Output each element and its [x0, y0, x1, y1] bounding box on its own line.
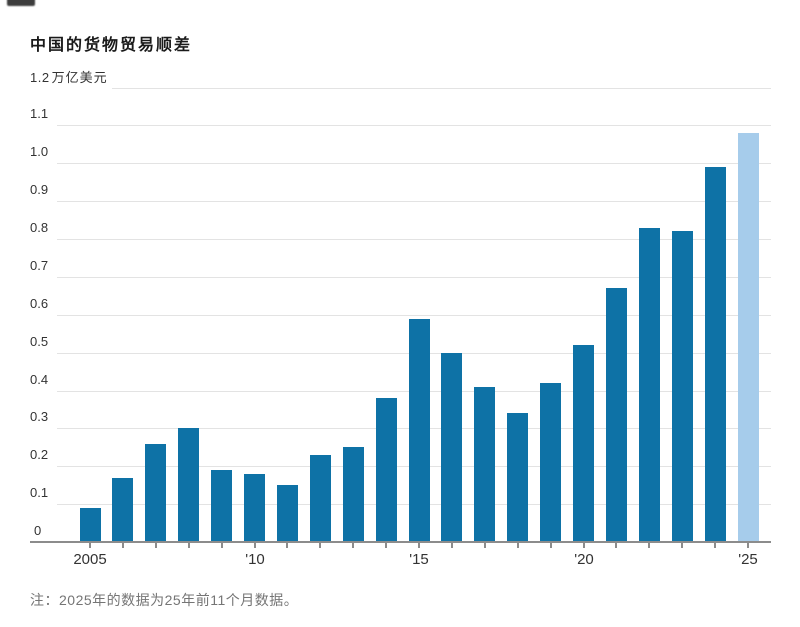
x-tick-label-2020: '20 — [574, 551, 594, 568]
x-axis-tick-2016 — [451, 543, 453, 548]
x-axis-tick-2018 — [517, 543, 519, 548]
x-axis-tick-2024 — [714, 543, 716, 548]
bar-2010[interactable] — [244, 474, 265, 542]
bar-2011[interactable] — [277, 485, 298, 542]
bar-2008[interactable] — [178, 428, 199, 542]
gridline-1.2 — [112, 88, 771, 89]
gridline-0.8 — [57, 239, 771, 240]
gridline-0.6 — [57, 315, 771, 316]
y-tick-label-1.0: 1.0 — [30, 144, 49, 159]
y-tick-label-0: 0 — [34, 523, 42, 538]
bar-2013[interactable] — [343, 447, 364, 542]
bar-2023[interactable] — [672, 231, 693, 542]
x-axis-tick-2005 — [89, 543, 91, 548]
x-tick-label-2015: '15 — [409, 551, 429, 568]
y-tick-label-0.4: 0.4 — [30, 372, 49, 387]
y-tick-label-0.9: 0.9 — [30, 182, 49, 197]
x-axis-tick-2011 — [286, 543, 288, 548]
y-tick-label-0.6: 0.6 — [30, 296, 49, 311]
x-axis-tick-2007 — [155, 543, 157, 548]
bar-2014[interactable] — [376, 398, 397, 542]
bar-2016[interactable] — [441, 353, 462, 542]
y-tick-label-0.3: 0.3 — [30, 409, 49, 424]
x-axis-tick-2023 — [681, 543, 683, 548]
bar-2021[interactable] — [606, 288, 627, 542]
bar-2007[interactable] — [145, 444, 166, 542]
x-axis-tick-2014 — [385, 543, 387, 548]
y-tick-label-1.1: 1.1 — [30, 106, 49, 121]
bar-2022[interactable] — [639, 228, 660, 542]
x-tick-label-2025: '25 — [738, 551, 758, 568]
bar-2020[interactable] — [573, 345, 594, 542]
bar-2015[interactable] — [409, 319, 430, 542]
x-axis-tick-2025 — [747, 543, 749, 548]
y-tick-label-0.2: 0.2 — [30, 447, 49, 462]
bar-2025[interactable] — [738, 133, 759, 542]
x-axis-tick-2006 — [122, 543, 124, 548]
x-axis-tick-2013 — [352, 543, 354, 548]
gridline-0.7 — [57, 277, 771, 278]
bar-2024[interactable] — [705, 167, 726, 542]
y-axis-unit-row: 1.2 万亿美元 — [30, 70, 108, 86]
cropped-element-fragment — [7, 0, 35, 6]
bar-2006[interactable] — [112, 478, 133, 542]
bar-2017[interactable] — [474, 387, 495, 542]
x-axis-tick-2017 — [484, 543, 486, 548]
chart-footnote: 注：2025年的数据为25年前11个月数据。 — [30, 592, 299, 608]
x-axis-tick-2022 — [648, 543, 650, 548]
x-axis-tick-2019 — [550, 543, 552, 548]
gridline-1.1 — [57, 125, 771, 126]
x-axis-tick-2020 — [583, 543, 585, 548]
x-axis-tick-2015 — [418, 543, 420, 548]
y-tick-label-0.5: 0.5 — [30, 334, 49, 349]
bar-2005[interactable] — [80, 508, 101, 542]
x-axis-tick-2009 — [221, 543, 223, 548]
x-axis-tick-2021 — [615, 543, 617, 548]
gridline-1.0 — [57, 163, 771, 164]
chart-title: 中国的货物贸易顺差 — [30, 37, 193, 54]
y-tick-label-0.7: 0.7 — [30, 258, 49, 273]
bar-2012[interactable] — [310, 455, 331, 542]
bar-2018[interactable] — [507, 413, 528, 542]
x-axis-tick-2010 — [254, 543, 256, 548]
x-tick-label-2010: '10 — [245, 551, 265, 568]
y-tick-label-top: 1.2 — [30, 70, 50, 85]
y-tick-label-0.1: 0.1 — [30, 485, 49, 500]
x-axis-tick-2008 — [188, 543, 190, 548]
bar-2019[interactable] — [540, 383, 561, 542]
gridline-0.9 — [57, 201, 771, 202]
x-tick-label-2005: 2005 — [73, 551, 107, 568]
x-axis-tick-2012 — [319, 543, 321, 548]
bar-2009[interactable] — [211, 470, 232, 542]
y-tick-label-0.8: 0.8 — [30, 220, 49, 235]
y-axis-unit-label: 万亿美元 — [51, 70, 108, 85]
x-axis-baseline — [30, 541, 771, 543]
